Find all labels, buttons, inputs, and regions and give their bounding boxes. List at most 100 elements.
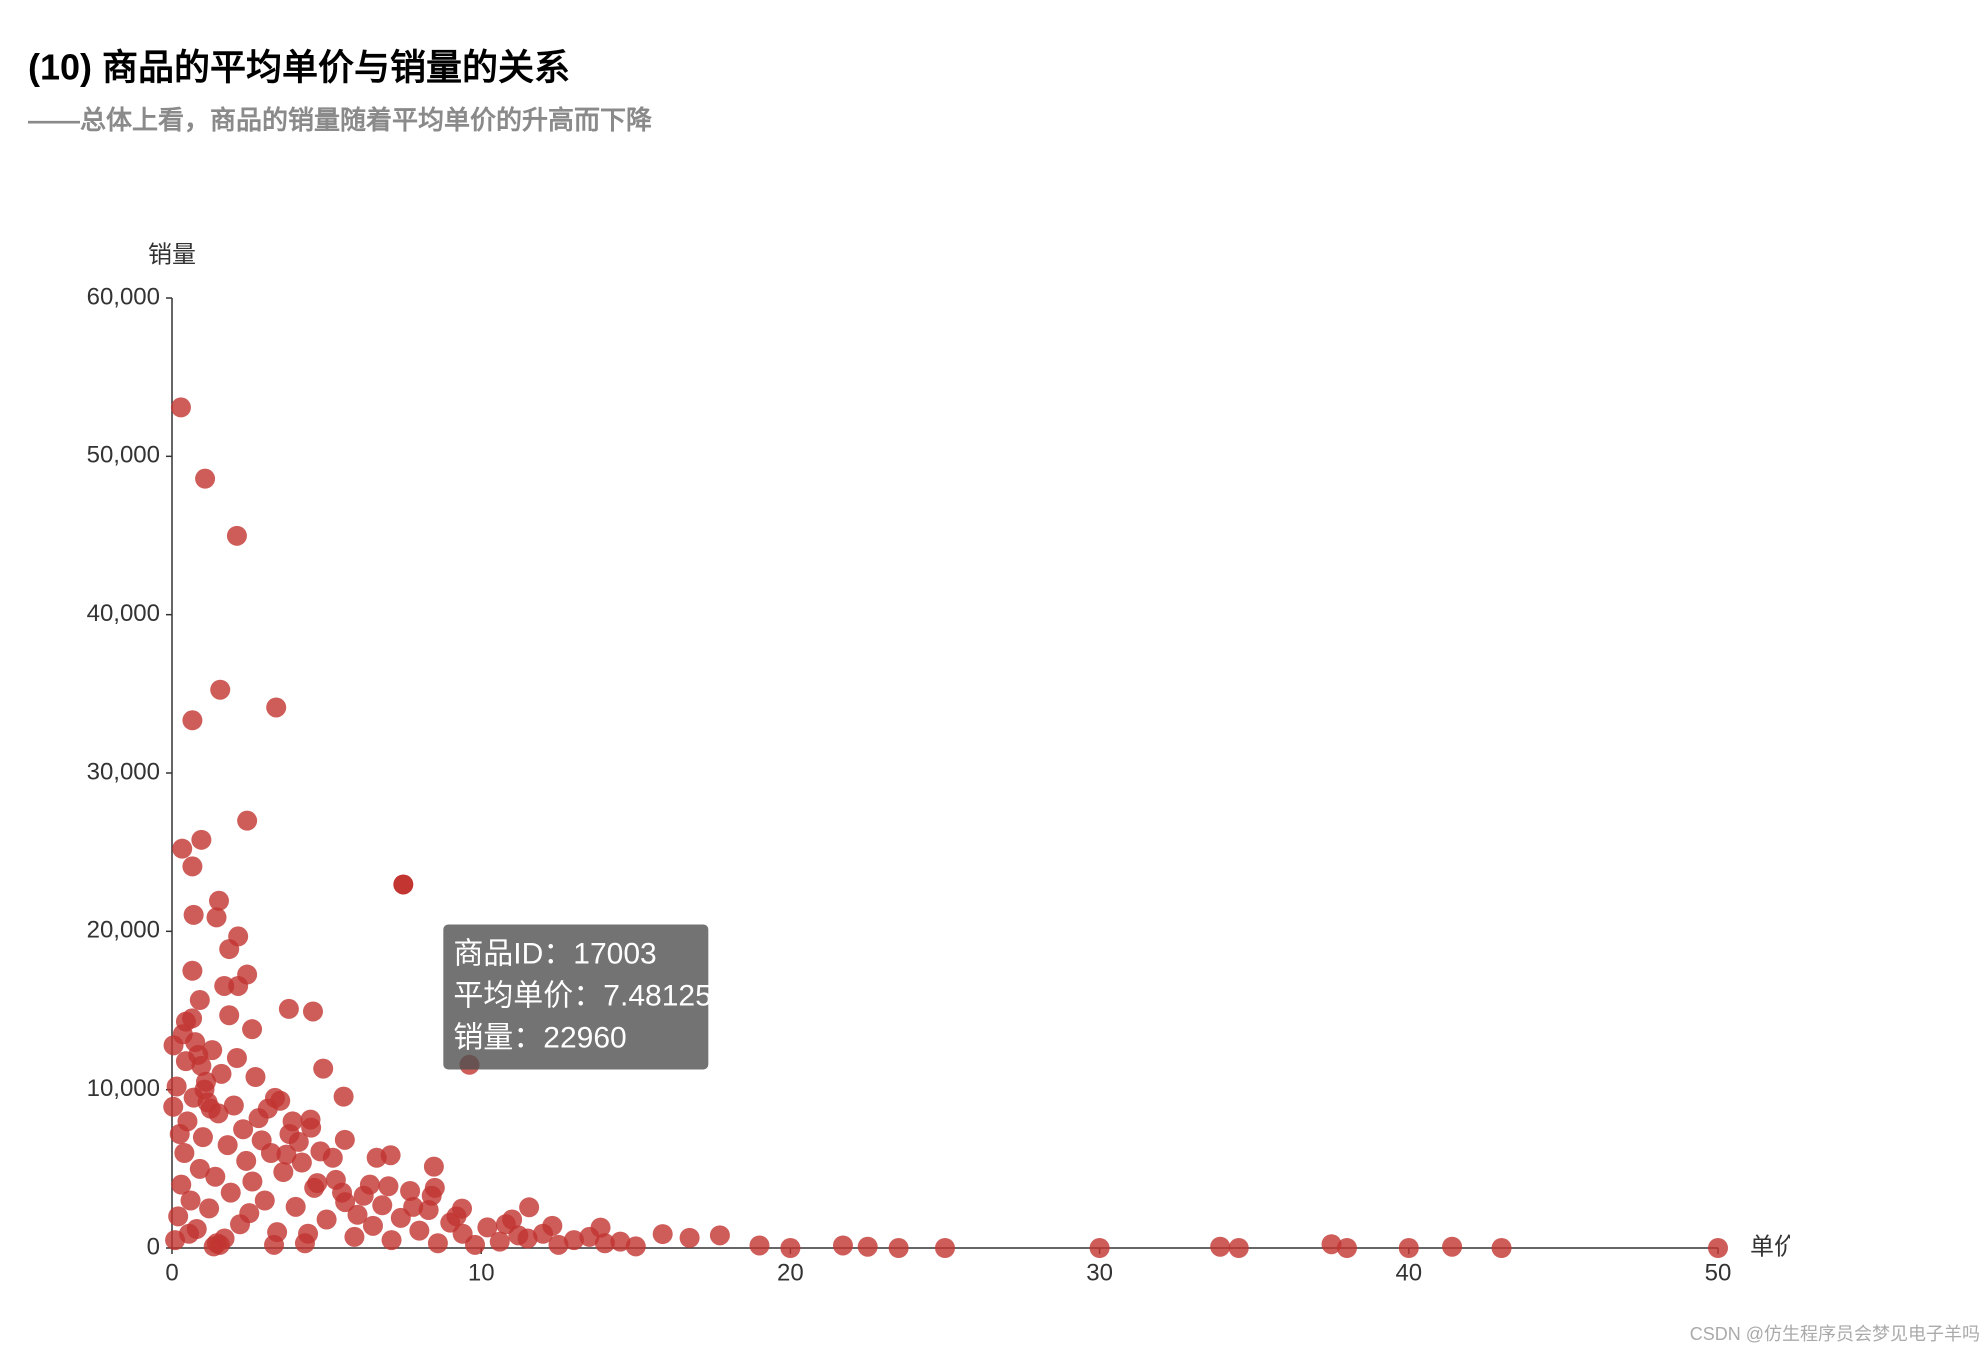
point [174, 1143, 195, 1163]
point [189, 990, 210, 1011]
point [366, 1147, 387, 1168]
point [242, 1019, 263, 1040]
chart-subtitle: ——总体上看，商品的销量随着平均单价的升高而下降 [28, 105, 653, 135]
point [359, 1174, 380, 1195]
point [344, 1226, 365, 1247]
point [594, 1233, 615, 1254]
point [200, 1098, 221, 1119]
highlight-point [393, 874, 414, 895]
y-tick-label: 50,000 [87, 442, 160, 469]
point [1442, 1236, 1463, 1257]
point [679, 1227, 700, 1248]
tooltip-line: 销量：22960 [453, 1021, 626, 1054]
y-tick-label: 60,000 [87, 283, 160, 310]
point [322, 1147, 343, 1168]
point [226, 525, 247, 546]
point [334, 1129, 355, 1150]
point [409, 1220, 430, 1241]
tooltip-box [443, 924, 709, 1070]
point [195, 468, 216, 489]
point [291, 1152, 312, 1173]
point [191, 1055, 212, 1076]
x-tick-label: 50 [1705, 1259, 1732, 1286]
point [166, 1076, 187, 1097]
point [548, 1234, 569, 1255]
point [313, 1058, 334, 1079]
point [301, 1117, 322, 1138]
point [832, 1235, 853, 1256]
series [163, 397, 1728, 1258]
point [362, 1215, 383, 1236]
point [427, 1233, 448, 1254]
point [1089, 1238, 1110, 1258]
y-tick-label: 40,000 [87, 600, 160, 627]
point [208, 890, 229, 911]
tooltip-line: 商品ID：17003 [453, 937, 656, 970]
point [378, 1176, 399, 1197]
point [199, 1198, 220, 1219]
point [254, 1190, 275, 1211]
point [217, 1135, 238, 1156]
point [381, 1230, 402, 1251]
point [233, 1119, 254, 1140]
x-tick-label: 0 [165, 1259, 178, 1286]
point [278, 998, 299, 1019]
point [192, 1127, 213, 1148]
point [857, 1236, 878, 1257]
point [288, 1131, 309, 1152]
x-tick-label: 30 [1086, 1259, 1113, 1286]
point [424, 1177, 445, 1198]
point [477, 1217, 498, 1238]
point [182, 710, 203, 731]
point [625, 1236, 646, 1257]
point [169, 1124, 190, 1144]
point [182, 1008, 203, 1029]
y-tick-label: 0 [147, 1233, 160, 1260]
point [206, 907, 227, 928]
point [489, 1231, 510, 1252]
chart-title: (10) 商品的平均单价与销量的关系 [28, 47, 570, 88]
point [465, 1234, 486, 1255]
point [372, 1195, 393, 1216]
point [270, 1090, 291, 1111]
point [1321, 1234, 1342, 1255]
point [780, 1238, 801, 1258]
point [519, 1197, 540, 1218]
point [191, 829, 212, 850]
point [1210, 1236, 1231, 1257]
point [223, 1095, 244, 1116]
point [245, 1067, 266, 1087]
point [333, 1086, 354, 1107]
point [228, 975, 249, 996]
point [226, 1048, 247, 1068]
point [273, 1162, 294, 1182]
point [316, 1209, 337, 1230]
y-tick-label: 10,000 [87, 1075, 160, 1102]
point [172, 838, 193, 859]
point [219, 939, 240, 960]
point [423, 1156, 444, 1177]
point [563, 1230, 584, 1251]
point [332, 1182, 353, 1203]
point [220, 1182, 241, 1203]
point [302, 1001, 323, 1022]
point [276, 1144, 297, 1165]
point [888, 1238, 909, 1258]
tooltip-line: 平均单价：7.48125 [453, 979, 711, 1012]
watermark: CSDN @仿生程序员会梦见电子羊吗 [1690, 1324, 1980, 1344]
point [168, 1206, 189, 1227]
x-tick-label: 10 [468, 1259, 495, 1286]
x-tick-label: 20 [777, 1259, 804, 1286]
point [1228, 1238, 1249, 1258]
point [180, 1190, 201, 1211]
point [508, 1225, 529, 1246]
point [709, 1225, 730, 1246]
point [400, 1181, 421, 1201]
point [179, 1223, 200, 1244]
point [935, 1238, 955, 1258]
point [266, 697, 287, 718]
point [242, 1171, 263, 1192]
point [182, 856, 203, 877]
point [1336, 1238, 1357, 1258]
